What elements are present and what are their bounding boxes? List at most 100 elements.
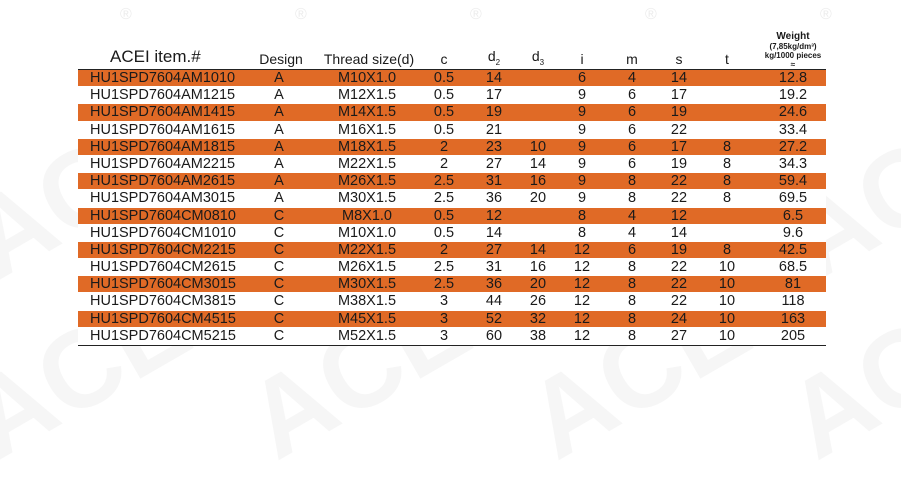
cell-weight: 163 xyxy=(780,310,806,327)
header-d2-sub: 2 xyxy=(495,58,501,67)
cell-item: HU1SPD7604CM5215 xyxy=(90,327,236,344)
cell-thread: M22X1.5 xyxy=(337,155,397,172)
cell-m: 8 xyxy=(627,310,637,327)
cell-thread: M14X1.5 xyxy=(337,104,397,121)
cell-t: 10 xyxy=(718,293,736,310)
cell-item: HU1SPD7604AM2215 xyxy=(90,155,236,172)
cell-thread: M38X1.5 xyxy=(337,293,397,310)
cell-m: 6 xyxy=(627,138,637,155)
header-item: ACEI item.# xyxy=(110,47,201,66)
cell-design: C xyxy=(273,276,285,293)
header-s: s xyxy=(675,51,683,67)
table-row: HU1SPD7604CM2215 C M22X1.5 2 27 14 12 6 19 8 42.5 xyxy=(78,241,826,260)
cell-item: HU1SPD7604CM4515 xyxy=(90,310,236,327)
cell-d3: 20 xyxy=(529,276,547,293)
cell-design: A xyxy=(274,121,284,138)
cell-weight: 19.2 xyxy=(778,87,808,104)
cell-design: C xyxy=(273,224,285,241)
cell-design: A xyxy=(274,104,284,121)
cell-i: 8 xyxy=(577,224,587,241)
cell-d3: 14 xyxy=(529,241,547,258)
cell-c: 2 xyxy=(439,241,449,258)
table-row: HU1SPD7604CM3015 C M30X1.5 2.5 36 20 12 8 22 10 81 xyxy=(78,276,826,294)
table-row: HU1SPD7604CM0810 C M8X1.0 0.5 12 8 4 12 6.5 xyxy=(78,207,826,225)
cell-s: 19 xyxy=(670,155,688,172)
header-design: Design xyxy=(259,51,303,67)
cell-d3: 32 xyxy=(529,310,547,327)
cell-item: HU1SPD7604CM1010 xyxy=(90,224,236,241)
table-row: HU1SPD7604AM3015 A M30X1.5 2.5 36 20 9 8 22 8 69.5 xyxy=(78,190,826,208)
cell-item: HU1SPD7604CM3015 xyxy=(90,276,236,293)
cell-i: 12 xyxy=(573,310,591,327)
cell-thread: M8X1.0 xyxy=(342,207,392,224)
cell-s: 22 xyxy=(670,173,688,190)
cell-d2: 60 xyxy=(485,327,503,344)
cell-weight: 27.2 xyxy=(778,138,808,155)
cell-s: 14 xyxy=(670,70,688,86)
cell-weight: 42.5 xyxy=(778,241,808,258)
cell-d2: 21 xyxy=(485,121,503,138)
header-weight-density: (7,85kg/dm³) xyxy=(769,42,817,51)
cell-c: 0.5 xyxy=(433,70,455,86)
cell-m: 8 xyxy=(627,173,637,190)
header-d2-base: d xyxy=(487,48,496,65)
cell-item: HU1SPD7604CM3815 xyxy=(90,293,236,310)
cell-i: 8 xyxy=(577,207,587,224)
table-row: HU1SPD7604AM1815 A M18X1.5 2 23 10 9 6 17 8 27.2 xyxy=(78,138,826,156)
cell-d3: 20 xyxy=(529,190,547,207)
cell-m: 6 xyxy=(627,155,637,172)
cell-c: 2.5 xyxy=(433,259,455,276)
cell-weight: 205 xyxy=(780,327,806,344)
table-row: HU1SPD7604AM1010 A M10X1.0 0.5 14 6 4 14 12.8 xyxy=(78,70,826,88)
table-body: HU1SPD7604AM1010 A M10X1.0 0.5 14 6 4 14 12.8 HU1… xyxy=(78,69,826,346)
table-header: ACEI item.# Design Thread size(d) c d2 d… xyxy=(78,4,826,69)
table-row: HU1SPD7604CM1010 C M10X1.0 0.5 14 8 4 14 9.6 xyxy=(78,224,826,242)
cell-s: 14 xyxy=(670,224,688,241)
cell-m: 6 xyxy=(627,87,637,104)
cell-i: 9 xyxy=(577,121,587,138)
cell-weight: 9.6 xyxy=(782,224,804,241)
cell-t: 8 xyxy=(722,138,732,155)
cell-thread: M30X1.5 xyxy=(337,276,397,293)
cell-d2: 36 xyxy=(485,276,503,293)
cell-t: 10 xyxy=(718,276,736,293)
cell-s: 19 xyxy=(670,104,688,121)
cell-t: 8 xyxy=(722,173,732,190)
cell-thread: M10X1.0 xyxy=(337,224,397,241)
table-row: HU1SPD7604CM4515 C M45X1.5 3 52 32 12 8 24 10 163 xyxy=(78,310,826,328)
cell-s: 17 xyxy=(670,87,688,104)
cell-s: 22 xyxy=(670,121,688,138)
cell-weight: 118 xyxy=(781,293,805,310)
cell-thread: M26X1.5 xyxy=(337,173,397,190)
cell-item: HU1SPD7604AM1415 xyxy=(90,104,236,121)
cell-c: 2.5 xyxy=(433,173,455,190)
cell-m: 6 xyxy=(627,241,637,258)
cell-i: 12 xyxy=(573,241,591,258)
cell-d2: 23 xyxy=(485,138,503,155)
table-row: HU1SPD7604AM2215 A M22X1.5 2 27 14 9 6 19 8 34.3 xyxy=(78,155,826,174)
cell-weight: 24.6 xyxy=(778,104,808,121)
cell-s: 22 xyxy=(670,276,688,293)
cell-s: 24 xyxy=(670,310,688,327)
cell-i: 9 xyxy=(577,87,587,104)
cell-d2: 27 xyxy=(485,155,503,172)
cell-i: 12 xyxy=(573,276,591,293)
cell-d3: 16 xyxy=(529,173,547,190)
cell-c: 0.5 xyxy=(433,121,455,138)
cell-weight: 59.4 xyxy=(778,173,808,190)
cell-c: 2 xyxy=(439,138,449,155)
header-weight-unit: kg/1000 pieces xyxy=(764,51,822,60)
cell-t: 8 xyxy=(722,241,732,258)
cell-t: 10 xyxy=(718,310,736,327)
cell-c: 3 xyxy=(439,310,449,327)
cell-thread: M12X1.5 xyxy=(337,87,397,104)
cell-item: HU1SPD7604AM2615 xyxy=(90,173,236,190)
table-row: HU1SPD7604AM1415 A M14X1.5 0.5 19 9 6 19 24.6 xyxy=(78,104,826,122)
cell-s: 27 xyxy=(670,327,688,344)
cell-thread: M26X1.5 xyxy=(337,259,397,276)
cell-weight: 68.5 xyxy=(778,259,808,276)
cell-design: C xyxy=(273,259,285,276)
cell-d2: 31 xyxy=(485,259,503,276)
cell-item: HU1SPD7604AM1615 xyxy=(90,121,236,138)
cell-design: C xyxy=(273,310,285,327)
